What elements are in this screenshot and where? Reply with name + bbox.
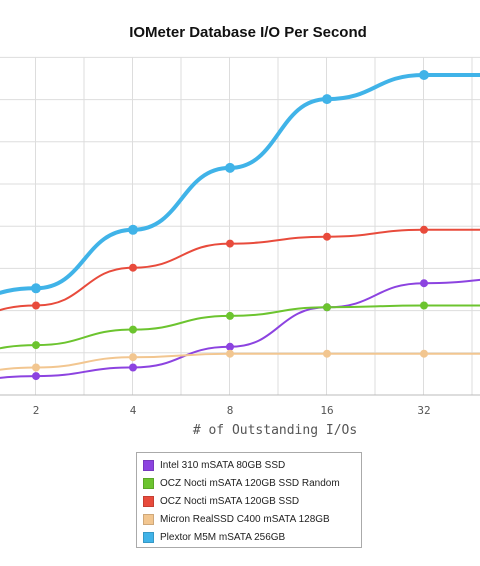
legend-item[interactable]: OCZ Nocti mSATA 120GB SSD (143, 492, 361, 510)
chart-title: IOMeter Database I/O Per Second (129, 24, 367, 41)
legend-label: Plextor M5M mSATA 256GB (160, 531, 286, 543)
series-layer (0, 70, 480, 381)
series-4 (0, 70, 480, 295)
series-2 (0, 225, 480, 312)
data-point[interactable] (32, 341, 40, 350)
legend-item[interactable]: Micron RealSSD C400 mSATA 128GB (143, 510, 361, 528)
series-3 (0, 349, 480, 372)
data-point[interactable] (32, 301, 40, 310)
data-point[interactable] (323, 303, 331, 312)
data-point[interactable] (322, 94, 332, 105)
data-point[interactable] (226, 342, 234, 351)
series-line (0, 228, 480, 312)
x-tick-labels: 2 4 8 16 32 (33, 404, 431, 417)
data-point[interactable] (129, 363, 137, 372)
data-point[interactable] (420, 225, 428, 234)
legend-swatch (143, 531, 154, 543)
legend-label: OCZ Nocti mSATA 120GB SSD Random (160, 477, 340, 489)
x-tick-label: 2 (33, 404, 40, 417)
data-point[interactable] (420, 279, 428, 288)
data-point[interactable] (129, 325, 137, 334)
legend-label: OCZ Nocti mSATA 120GB SSD (160, 495, 300, 507)
legend-label: Micron RealSSD C400 mSATA 128GB (160, 513, 330, 525)
data-point[interactable] (419, 70, 429, 80)
legend-swatch (143, 513, 154, 525)
data-point[interactable] (226, 311, 234, 320)
data-point[interactable] (226, 349, 234, 358)
data-point[interactable] (323, 349, 331, 358)
data-point[interactable] (32, 372, 40, 381)
x-tick-label: 32 (417, 404, 430, 417)
x-tick-label: 16 (320, 404, 333, 417)
data-point[interactable] (323, 232, 331, 241)
legend-swatch (143, 495, 154, 507)
data-point[interactable] (128, 224, 138, 235)
series-line (0, 304, 480, 350)
data-point[interactable] (31, 283, 41, 294)
data-point[interactable] (420, 349, 428, 358)
legend-item[interactable]: Intel 310 mSATA 80GB SSD (143, 456, 361, 474)
data-point[interactable] (32, 363, 40, 372)
legend-item[interactable]: Plextor M5M mSATA 256GB (143, 528, 361, 546)
legend-swatch (143, 459, 154, 471)
x-axis-label: # of Outstanding I/Os (193, 423, 357, 438)
data-point[interactable] (226, 239, 234, 248)
series-line (0, 72, 480, 295)
legend: Intel 310 mSATA 80GB SSD OCZ Nocti mSATA … (136, 452, 362, 548)
data-point[interactable] (420, 301, 428, 310)
data-point[interactable] (225, 162, 235, 173)
series-0 (0, 278, 480, 381)
legend-item[interactable]: OCZ Nocti mSATA 120GB SSD Random (143, 474, 361, 492)
series-line (0, 278, 480, 379)
legend-label: Intel 310 mSATA 80GB SSD (160, 459, 286, 471)
series-1 (0, 301, 480, 350)
x-tick-label: 8 (227, 404, 234, 417)
grid (0, 56, 480, 396)
x-tick-label: 4 (130, 404, 137, 417)
legend-swatch (143, 477, 154, 489)
data-point[interactable] (129, 263, 137, 272)
data-point[interactable] (129, 353, 137, 362)
